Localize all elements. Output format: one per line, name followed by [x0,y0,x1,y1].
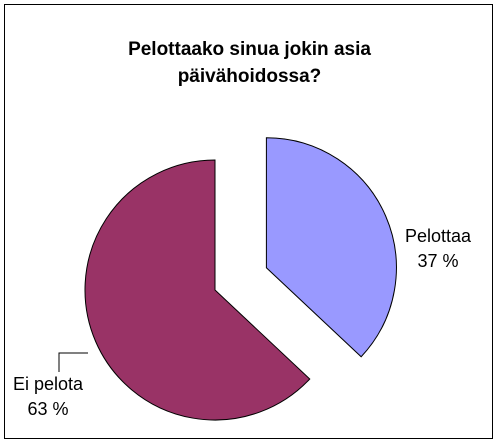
data-label-ei-pelota-value: 63 % [27,399,69,419]
chart-title-line-1: Pelottaako sinua jokin asia [128,39,371,60]
data-label-ei-pelota-name: Ei pelota [13,374,84,394]
chart-title-line-2: päivähoidossa? [177,66,322,87]
data-label-pelottaa-value: 37 % [417,251,459,271]
data-label-ei-pelota: Ei pelota 63 % [13,372,83,422]
pie-slice-pelottaa [265,137,397,358]
pie-slice-ei-pelota [84,159,311,421]
chart-title: Pelottaako sinua jokin asia päivähoidoss… [0,36,499,90]
data-label-pelottaa-name: Pelottaa [405,226,472,246]
leader-line-ei-pelota [58,352,88,372]
data-label-pelottaa: Pelottaa 37 % [405,224,471,274]
